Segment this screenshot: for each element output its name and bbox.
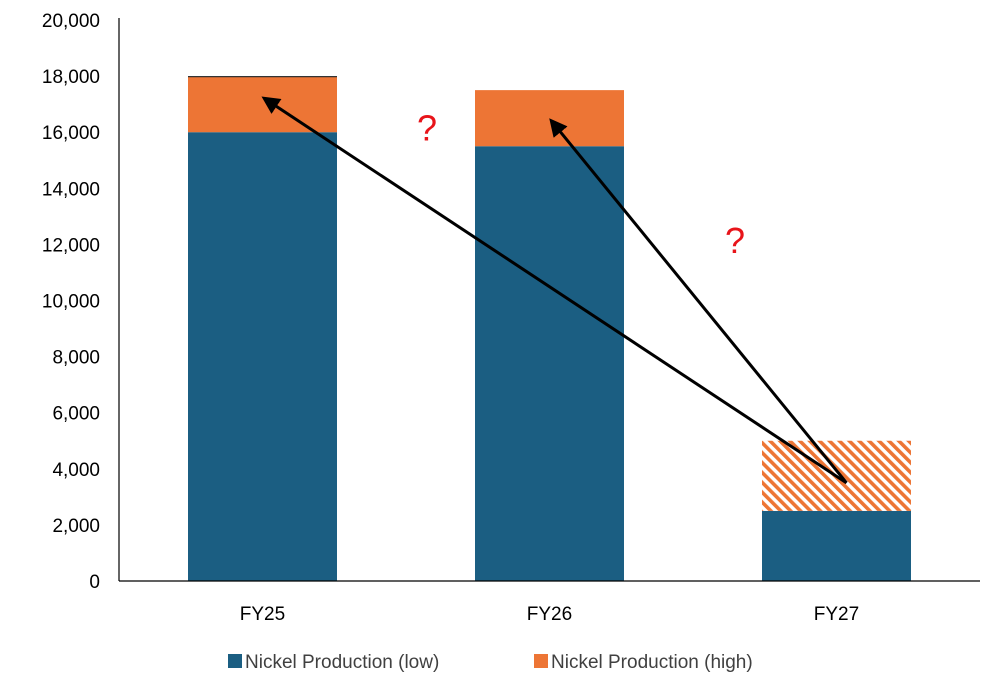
y-tick-label: 14,000	[42, 179, 100, 200]
bar-fy25-series-2	[188, 76, 337, 133]
y-tick-label: 4,000	[52, 460, 100, 481]
y-tick-label: 18,000	[42, 67, 100, 88]
x-tick-label-fy25: FY25	[240, 604, 285, 625]
bar-fy26-series-2	[475, 90, 624, 147]
legend-label-series-1: Nickel Production (low)	[245, 652, 439, 673]
y-tick-label: 12,000	[42, 235, 100, 256]
x-tick-label-fy26: FY26	[527, 604, 572, 625]
question-mark-annotation: ?	[417, 108, 437, 149]
y-tick-label: 8,000	[52, 348, 100, 369]
bars	[188, 75, 911, 581]
x-axis: FY25 FY26 FY27	[119, 580, 980, 625]
y-tick-label: 10,000	[42, 292, 100, 313]
bar-fy27-series-1	[762, 510, 911, 581]
y-tick-label: 6,000	[52, 404, 100, 425]
arrow-fy27-to-fy25	[261, 96, 848, 485]
y-tick-label: 20,000	[42, 11, 100, 32]
x-tick-label-fy27: FY27	[814, 604, 859, 625]
question-mark-annotation: ?	[725, 220, 745, 261]
y-axis: 0 2,000 4,000 6,000 8,000 10,000 12,000 14,000 1…	[42, 11, 120, 593]
legend-swatch-series-2	[534, 654, 548, 668]
legend: Nickel Production (low) Nickel Production…	[228, 652, 753, 673]
annotations: ??	[261, 96, 848, 485]
arrow-fy27-to-fy26	[549, 118, 848, 484]
y-tick-label: 2,000	[52, 516, 100, 537]
legend-swatch-series-1	[228, 654, 242, 668]
bar-fy26-series-1	[475, 146, 624, 581]
bar-fy25-series-1	[188, 132, 337, 581]
legend-label-series-2: Nickel Production (high)	[551, 652, 753, 673]
y-tick-label: 0	[89, 572, 100, 593]
y-tick-label: 16,000	[42, 123, 100, 144]
